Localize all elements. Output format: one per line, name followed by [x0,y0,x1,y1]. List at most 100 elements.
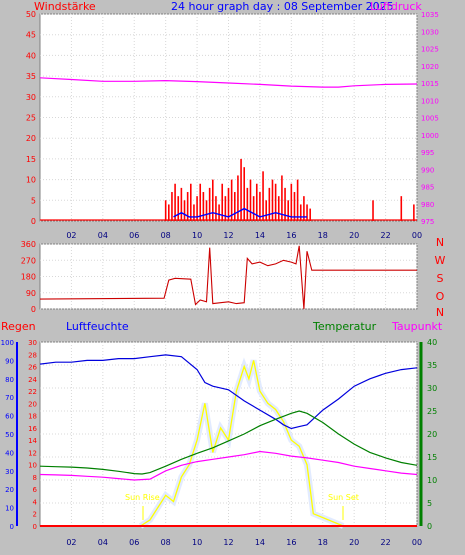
wind-x-tick: 14 [255,231,265,240]
wind-x-tick: 04 [98,231,108,240]
humidity-y-tick: 20 [5,486,14,494]
rain-y-tick: 24 [28,376,37,384]
climate-x-tick: 02 [66,538,76,547]
solar-line [140,360,344,527]
wind-y-tick: 20 [26,134,36,143]
climate-x-tick: 10 [192,538,202,547]
pressure-y-tick: 985 [421,184,434,192]
pressure-y-tick: 990 [421,166,434,174]
rain-y-tick: 10 [28,462,37,470]
temperature-y-tick: 20 [427,430,437,439]
wind-x-tick: 12 [223,231,233,240]
wind-y-tick: 40 [26,51,36,60]
rain-y-tick: 30 [28,339,37,347]
pressure-y-tick: 995 [421,149,434,157]
pressure-y-tick: 1000 [421,132,439,140]
temperature-line [39,410,418,475]
humidity-y-tick: 0 [10,523,14,531]
climate-x-tick: 06 [129,538,139,547]
temperature-y-tick: 40 [427,338,437,347]
pressure-y-tick: 1035 [421,11,439,19]
sunrise-label: Sun Rise [125,493,160,502]
wind-y-tick: 50 [26,10,36,19]
wind-y-tick: 0 [31,217,36,226]
pressure-y-tick: 975 [421,218,434,226]
climate-x-tick: 22 [380,538,390,547]
wind-y-tick: 15 [26,155,36,164]
dewpoint-line [39,450,418,481]
climate-x-tick: 12 [223,538,233,547]
wind-axis-label: Windstärke [34,0,96,13]
humidity-legend-label: Luftfeuchte [66,320,129,333]
temperature-y-tick: 10 [427,476,437,485]
direction-y-tick: 0 [31,305,36,314]
pressure-line [39,77,418,88]
wind-y-tick: 35 [26,72,36,81]
humidity-y-tick: 40 [5,449,14,457]
pressure-y-tick: 1020 [421,63,439,71]
rain-legend-label: Regen [1,320,36,333]
temperature-y-tick: 35 [427,361,437,370]
humidity-y-tick: 60 [5,413,14,421]
wind-y-tick: 5 [31,196,36,205]
wind-x-tick: 16 [286,231,296,240]
humidity-line [39,354,418,430]
humidity-y-tick: 70 [5,394,14,402]
rain-y-tick: 26 [28,364,37,372]
humidity-y-tick: 80 [5,376,14,384]
wind-y-tick: 10 [26,176,36,185]
wind-x-tick: 06 [129,231,139,240]
chart-title: 24 hour graph day : 08 September 2025 [171,0,394,13]
pressure-y-tick: 1030 [421,28,439,36]
wind-plot-area [39,13,418,222]
dewpoint-legend-label: Taupunkt [392,320,443,333]
wind-x-tick: 20 [349,231,359,240]
temperature-y-tick: 25 [427,407,437,416]
wind-x-tick: 08 [161,231,171,240]
direction-y-tick: 90 [26,289,36,298]
compass-label: W [435,254,446,267]
wind-y-tick: 25 [26,114,36,123]
sunset-label: Sun Set [328,493,359,502]
humidity-y-tick: 100 [1,339,14,347]
pressure-y-tick: 1025 [421,46,439,54]
rain-y-tick: 0 [33,523,37,531]
wind-x-tick: 02 [66,231,76,240]
wind-x-tick: 00 [412,231,422,240]
humidity-y-tick: 50 [5,431,14,439]
pressure-y-tick: 1010 [421,97,439,105]
temperature-y-tick: 5 [427,499,432,508]
wind-y-tick: 45 [26,31,36,40]
temperature-y-tick: 30 [427,384,437,393]
rain-y-tick: 6 [33,486,38,494]
climate-x-tick: 14 [255,538,265,547]
climate-x-tick: 18 [318,538,328,547]
climate-x-tick: 08 [161,538,171,547]
pressure-y-tick: 1015 [421,80,439,88]
temperature-y-tick: 0 [427,522,432,531]
rain-y-tick: 18 [28,413,37,421]
climate-x-tick: 04 [98,538,108,547]
wind-x-tick: 10 [192,231,202,240]
pressure-y-tick: 980 [421,201,434,209]
direction-y-tick: 270 [21,256,36,265]
rain-y-tick: 2 [33,511,37,519]
temperature-legend-label: Temperatur [313,320,377,333]
rain-y-tick: 28 [28,351,37,359]
humidity-y-tick: 10 [5,505,14,513]
climate-x-tick: 00 [412,538,422,547]
pressure-axis-label: Luftdruck [370,0,422,13]
rain-y-tick: 22 [28,388,37,396]
temperature-y-tick: 15 [427,453,437,462]
rain-y-tick: 12 [28,449,37,457]
gust-line [173,207,307,218]
wind-x-tick: 18 [318,231,328,240]
direction-line [39,245,417,310]
rain-y-tick: 8 [33,474,37,482]
humidity-y-tick: 90 [5,357,14,365]
compass-label: N [436,306,444,319]
compass-label: O [436,290,445,303]
climate-x-tick: 16 [286,538,296,547]
